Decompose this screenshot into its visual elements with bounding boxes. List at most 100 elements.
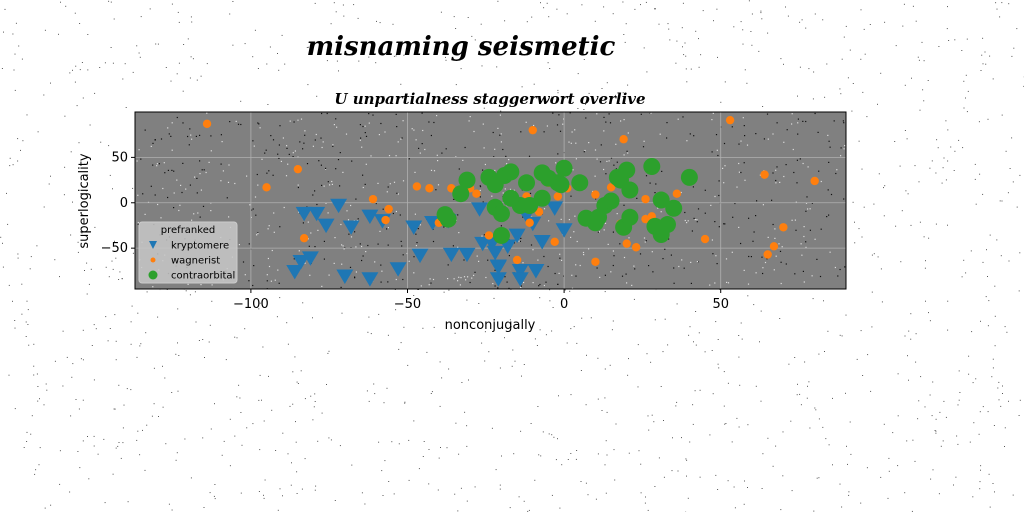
speckle-dot (137, 221, 139, 224)
speckle-dot (546, 2, 548, 4)
speckle-dot (30, 256, 32, 258)
speckle-dot (903, 3, 905, 5)
speckle-dot (917, 418, 919, 420)
speckle-dot (1012, 181, 1014, 183)
speckle-dot (978, 121, 980, 123)
kryptomere-point (308, 206, 326, 222)
speckle-dot (171, 149, 173, 151)
speckle-dot (966, 38, 968, 40)
speckle-dot (167, 127, 169, 129)
speckle-dot (379, 22, 381, 24)
speckle-dot (847, 463, 848, 465)
speckle-dot (485, 276, 487, 279)
speckle-dot (289, 405, 291, 407)
speckle-dot (365, 135, 368, 137)
speckle-dot (746, 82, 748, 84)
speckle-dot (725, 423, 727, 424)
speckle-dot (421, 143, 423, 145)
y-tick-label: −50 (101, 241, 128, 256)
speckle-dot (996, 8, 998, 10)
speckle-dot (333, 2, 335, 4)
kryptomere-point (489, 272, 507, 287)
speckle-dot (17, 138, 19, 140)
speckle-dot (285, 175, 288, 177)
speckle-dot (328, 437, 330, 439)
speckle-dot (355, 246, 357, 248)
speckle-dot (299, 141, 301, 143)
speckle-dot (229, 121, 231, 123)
speckle-dot (797, 122, 799, 124)
speckle-dot (463, 259, 465, 261)
speckle-dot (59, 276, 60, 278)
legend-label: contraorbital (171, 271, 235, 282)
speckle-dot (469, 281, 471, 284)
speckle-dot (572, 169, 574, 171)
speckle-dot (662, 258, 664, 260)
speckle-dot (869, 24, 871, 25)
speckle-dot (271, 409, 273, 411)
speckle-dot (711, 239, 713, 241)
speckle-dot (980, 70, 982, 71)
speckle-dot (667, 23, 669, 25)
speckle-dot (740, 140, 742, 142)
speckle-dot (647, 415, 649, 417)
wagnerist-point (606, 183, 616, 192)
speckle-dot (718, 226, 720, 228)
speckle-dot (648, 265, 650, 267)
kryptomere-point (411, 248, 429, 264)
speckle-dot (820, 228, 822, 230)
speckle-dot (644, 241, 646, 243)
speckle-dot (481, 235, 483, 237)
speckle-dot (772, 172, 774, 174)
speckle-dot (252, 140, 254, 142)
speckle-dot (663, 476, 665, 478)
speckle-dot (136, 439, 138, 441)
speckle-dot (613, 164, 615, 166)
speckle-dot (904, 130, 906, 131)
speckle-dot (388, 155, 391, 157)
speckle-dot (907, 193, 909, 195)
speckle-dot (387, 244, 389, 246)
speckle-dot (615, 94, 616, 96)
speckle-dot (164, 377, 166, 379)
speckle-dot (695, 344, 697, 346)
speckle-dot (652, 271, 654, 273)
speckle-dot (932, 381, 934, 383)
speckle-dot (924, 406, 926, 408)
speckle-dot (17, 257, 19, 259)
speckle-dot (574, 215, 576, 217)
speckle-dot (762, 204, 764, 206)
speckle-dot (368, 122, 370, 124)
speckle-dot (716, 149, 718, 151)
speckle-dot (711, 151, 713, 153)
speckle-dot (718, 180, 720, 182)
speckle-dot (851, 110, 853, 112)
speckle-dot (723, 142, 726, 145)
speckle-dot (738, 226, 740, 228)
speckle-dot (799, 158, 801, 160)
speckle-dot (533, 83, 535, 85)
speckle-dot (411, 302, 412, 304)
speckle-dot (282, 137, 284, 139)
speckle-dot (447, 278, 449, 280)
speckle-dot (493, 297, 495, 299)
speckle-dot (935, 430, 937, 432)
speckle-dot (413, 420, 415, 422)
speckle-dot (187, 283, 189, 285)
speckle-dot (539, 283, 541, 286)
speckle-dot (687, 497, 689, 499)
speckle-dot (822, 19, 824, 21)
speckle-dot (792, 148, 794, 151)
speckle-dot (315, 133, 317, 136)
speckle-dot (268, 225, 270, 227)
speckle-dot (292, 371, 294, 373)
speckle-dot (300, 370, 302, 372)
speckle-dot (493, 156, 495, 158)
speckle-dot (144, 129, 146, 131)
speckle-dot (606, 411, 608, 413)
speckle-dot (573, 326, 575, 328)
speckle-dot (523, 281, 525, 284)
speckle-dot (38, 464, 40, 466)
speckle-dot (556, 124, 559, 126)
speckle-dot (421, 112, 423, 114)
